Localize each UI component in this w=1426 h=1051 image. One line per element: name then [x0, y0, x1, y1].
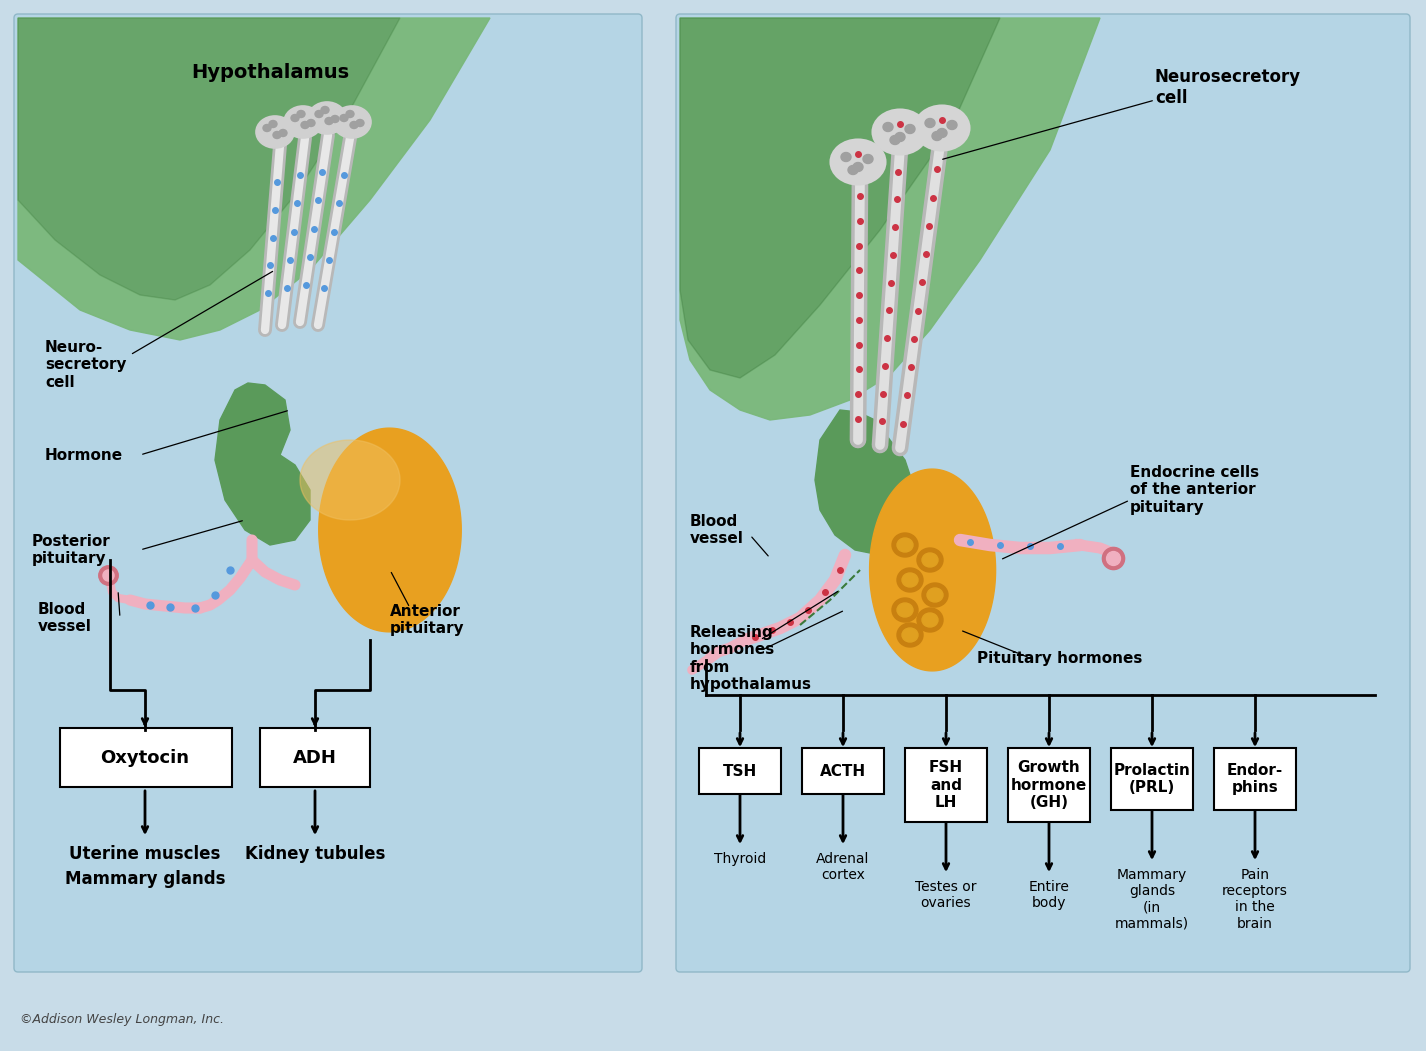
- Text: Neurosecretory
cell: Neurosecretory cell: [1155, 68, 1301, 107]
- Text: FSH
and
LH: FSH and LH: [928, 760, 963, 810]
- FancyBboxPatch shape: [1214, 748, 1296, 810]
- Ellipse shape: [923, 553, 938, 566]
- Text: TSH: TSH: [723, 763, 757, 779]
- Ellipse shape: [893, 598, 918, 622]
- Polygon shape: [19, 18, 491, 341]
- Polygon shape: [680, 18, 1099, 420]
- Text: Neuro-
secretory
cell: Neuro- secretory cell: [46, 341, 127, 390]
- FancyBboxPatch shape: [60, 728, 232, 787]
- Ellipse shape: [262, 124, 271, 131]
- Ellipse shape: [906, 124, 915, 133]
- FancyBboxPatch shape: [1111, 748, 1194, 810]
- Polygon shape: [215, 383, 309, 545]
- Ellipse shape: [923, 583, 948, 607]
- FancyBboxPatch shape: [906, 748, 987, 822]
- Ellipse shape: [947, 121, 957, 129]
- Polygon shape: [680, 18, 1000, 378]
- Ellipse shape: [896, 132, 906, 142]
- Ellipse shape: [883, 123, 893, 131]
- Ellipse shape: [349, 122, 358, 128]
- Text: Kidney tubules: Kidney tubules: [245, 845, 385, 863]
- Ellipse shape: [315, 110, 324, 118]
- Text: ADH: ADH: [294, 749, 337, 767]
- Ellipse shape: [873, 109, 927, 154]
- Text: Blood
vessel: Blood vessel: [690, 514, 744, 547]
- Text: Prolactin
(PRL): Prolactin (PRL): [1114, 763, 1191, 796]
- Ellipse shape: [853, 163, 863, 171]
- Ellipse shape: [325, 118, 334, 124]
- Ellipse shape: [301, 122, 309, 128]
- Ellipse shape: [937, 128, 947, 138]
- Ellipse shape: [923, 613, 938, 627]
- Text: Endocrine cells
of the anterior
pituitary: Endocrine cells of the anterior pituitar…: [1129, 466, 1259, 515]
- Ellipse shape: [321, 106, 329, 114]
- Ellipse shape: [356, 120, 364, 126]
- Polygon shape: [299, 440, 401, 520]
- Ellipse shape: [903, 628, 918, 642]
- Text: Oxytocin: Oxytocin: [100, 749, 190, 767]
- Text: Testes or
ovaries: Testes or ovaries: [915, 880, 977, 910]
- Ellipse shape: [863, 154, 873, 164]
- Polygon shape: [816, 410, 915, 555]
- Text: Endor-
phins: Endor- phins: [1226, 763, 1283, 796]
- Polygon shape: [870, 469, 995, 671]
- Text: Hormone: Hormone: [46, 448, 123, 462]
- Text: ACTH: ACTH: [820, 763, 866, 779]
- Ellipse shape: [272, 131, 281, 139]
- FancyBboxPatch shape: [699, 748, 781, 794]
- Ellipse shape: [284, 106, 322, 138]
- Ellipse shape: [257, 116, 294, 148]
- Polygon shape: [319, 428, 461, 632]
- Ellipse shape: [347, 110, 354, 118]
- Ellipse shape: [848, 165, 858, 174]
- Text: Mammary
glands
(in
mammals): Mammary glands (in mammals): [1115, 868, 1189, 930]
- Polygon shape: [19, 18, 401, 300]
- Text: Hypothalamus: Hypothalamus: [191, 62, 349, 82]
- Ellipse shape: [917, 607, 943, 632]
- Ellipse shape: [841, 152, 851, 162]
- Ellipse shape: [914, 105, 970, 150]
- Text: Adrenal
cortex: Adrenal cortex: [816, 852, 870, 882]
- Text: Posterior
pituitary: Posterior pituitary: [31, 534, 111, 566]
- Ellipse shape: [830, 140, 886, 185]
- Text: Mammary glands: Mammary glands: [64, 870, 225, 888]
- Ellipse shape: [890, 136, 900, 144]
- FancyBboxPatch shape: [260, 728, 369, 787]
- Ellipse shape: [893, 533, 918, 557]
- Text: Growth
hormone
(GH): Growth hormone (GH): [1011, 760, 1087, 810]
- Ellipse shape: [291, 115, 299, 122]
- Ellipse shape: [903, 573, 918, 588]
- FancyBboxPatch shape: [676, 14, 1410, 972]
- Text: Entire
body: Entire body: [1028, 880, 1070, 910]
- Ellipse shape: [897, 623, 923, 647]
- Text: Pain
receptors
in the
brain: Pain receptors in the brain: [1222, 868, 1288, 930]
- Ellipse shape: [334, 106, 371, 138]
- Ellipse shape: [270, 121, 277, 127]
- Ellipse shape: [933, 131, 943, 141]
- Ellipse shape: [897, 568, 923, 592]
- Ellipse shape: [308, 102, 347, 133]
- Text: Uterine muscles: Uterine muscles: [70, 845, 221, 863]
- FancyBboxPatch shape: [801, 748, 884, 794]
- Text: Thyroid: Thyroid: [714, 852, 766, 866]
- Ellipse shape: [279, 129, 287, 137]
- Text: Anterior
pituitary: Anterior pituitary: [389, 604, 465, 636]
- Text: Pituitary hormones: Pituitary hormones: [977, 651, 1142, 665]
- Ellipse shape: [307, 120, 315, 126]
- Text: ©Addison Wesley Longman, Inc.: ©Addison Wesley Longman, Inc.: [20, 1013, 224, 1027]
- Ellipse shape: [917, 548, 943, 572]
- Ellipse shape: [897, 603, 913, 617]
- Text: Blood
vessel: Blood vessel: [39, 602, 91, 634]
- Ellipse shape: [331, 116, 339, 123]
- FancyBboxPatch shape: [14, 14, 642, 972]
- FancyBboxPatch shape: [1008, 748, 1089, 822]
- Ellipse shape: [925, 119, 935, 127]
- Ellipse shape: [339, 115, 348, 122]
- Ellipse shape: [897, 538, 913, 552]
- Text: Releasing
hormones
from
hypothalamus: Releasing hormones from hypothalamus: [690, 625, 811, 693]
- Ellipse shape: [297, 110, 305, 118]
- Ellipse shape: [927, 588, 943, 602]
